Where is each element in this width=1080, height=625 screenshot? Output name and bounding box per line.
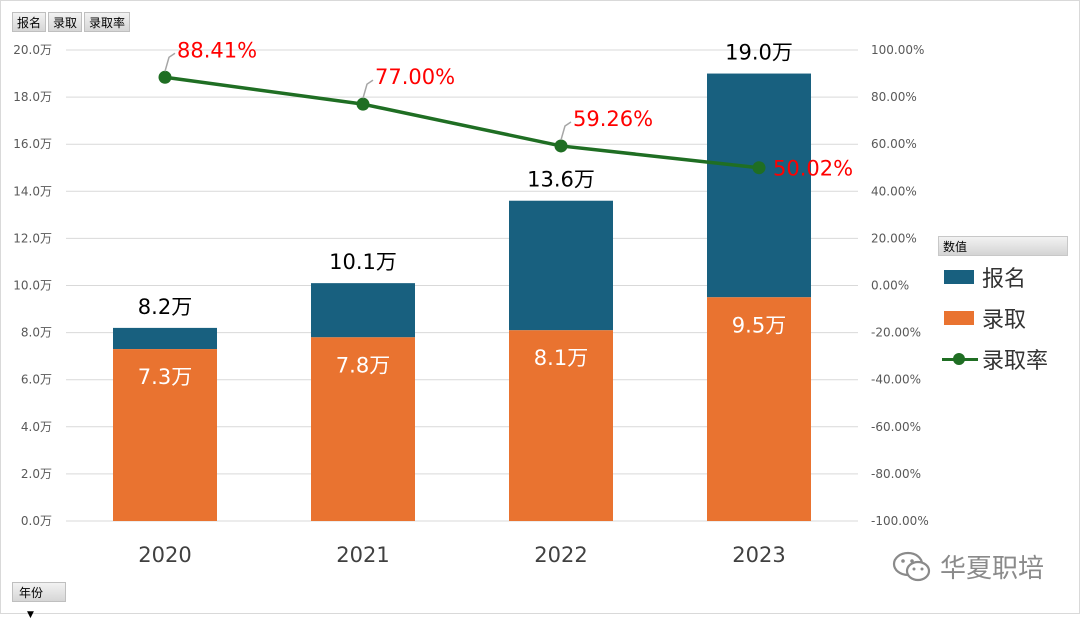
y-left-tick-label: 6.0万 xyxy=(21,373,52,387)
signup-bar xyxy=(311,283,415,338)
y-right-tick-label: 40.00% xyxy=(871,184,917,198)
admit-rate-point xyxy=(554,139,568,153)
admit-rate-swatch xyxy=(942,352,978,366)
y-left-tick-label: 20.0万 xyxy=(13,43,52,57)
admit-rate-data-label: 77.00% xyxy=(375,65,455,89)
y-right-tick-label: 80.00% xyxy=(871,90,917,104)
signup-bar xyxy=(509,200,613,331)
signup-bar xyxy=(707,73,811,298)
axis-field-label: 年份 xyxy=(19,586,44,600)
signup-data-label: 13.6万 xyxy=(527,168,595,192)
y-right-tick-label: -60.00% xyxy=(871,420,921,434)
y-left-tick-label: 8.0万 xyxy=(21,326,52,340)
admitted-bar xyxy=(707,297,811,521)
axis-field-button[interactable]: 年份 ▼ xyxy=(12,582,66,620)
legend-label-signup: 报名 xyxy=(982,266,1027,292)
admitted-data-label: 7.8万 xyxy=(336,353,390,377)
signup-data-label: 8.2万 xyxy=(138,295,192,319)
watermark-text: 华夏职培 xyxy=(940,554,1045,584)
admit-rate-point xyxy=(752,161,766,175)
y-left-tick-label: 18.0万 xyxy=(13,90,52,104)
admitted-data-label: 7.3万 xyxy=(138,365,192,389)
x-tick-label: 2021 xyxy=(336,543,389,567)
legend-item-admit-rate[interactable]: 录取率 xyxy=(938,338,1068,379)
admit-rate-point xyxy=(158,70,172,84)
x-tick-label: 2020 xyxy=(138,543,191,567)
y-right-tick-label: 100.00% xyxy=(871,43,924,57)
admitted-swatch xyxy=(944,310,974,325)
y-right-tick-label: 60.00% xyxy=(871,137,917,151)
y-left-tick-label: 0.0万 xyxy=(21,514,52,528)
data-label-leader xyxy=(560,121,572,141)
admitted-bar xyxy=(113,349,217,521)
admit-rate-line xyxy=(164,75,760,170)
y-right-tick-label: 0.00% xyxy=(871,279,909,293)
y-left-tick-label: 12.0万 xyxy=(13,231,52,245)
admitted-bar xyxy=(509,330,613,521)
legend-item-admitted[interactable]: 录取 xyxy=(938,297,1068,338)
y-right-tick-label: -100.00% xyxy=(871,514,929,528)
y-left-tick-label: 14.0万 xyxy=(13,184,52,198)
triangle-down-icon: ▼ xyxy=(27,610,34,620)
x-tick-label: 2023 xyxy=(732,543,785,567)
field-button-signup[interactable]: 报名 xyxy=(12,12,47,32)
y-left-tick-label: 2.0万 xyxy=(21,467,52,481)
signup-bar xyxy=(113,327,217,350)
data-label-leader xyxy=(164,52,176,72)
y-left-tick-label: 16.0万 xyxy=(13,137,52,151)
y-right-tick-label: 20.00% xyxy=(871,231,917,245)
legend-header[interactable]: 数值 xyxy=(938,236,1068,256)
legend: 数值 报名 录取 录取率 xyxy=(938,236,1068,379)
admit-rate-point xyxy=(356,97,370,111)
x-tick-label: 2022 xyxy=(534,543,587,567)
admit-rate-data-label: 59.26% xyxy=(573,107,653,131)
y-left-tick-label: 4.0万 xyxy=(21,420,52,434)
admit-rate-data-label: 50.02% xyxy=(773,157,853,181)
signup-data-label: 10.1万 xyxy=(329,250,397,274)
y-left-tick-label: 10.0万 xyxy=(13,279,52,293)
legend-label-admitted: 录取 xyxy=(982,307,1027,333)
y-right-tick-label: -40.00% xyxy=(871,373,921,387)
legend-item-signup[interactable]: 报名 xyxy=(938,256,1068,297)
signup-data-label: 19.0万 xyxy=(725,41,793,65)
watermark: 华夏职培 xyxy=(892,548,1044,585)
legend-label-admit-rate: 录取率 xyxy=(982,348,1049,374)
y-right-tick-label: -20.00% xyxy=(871,326,921,340)
admitted-bar xyxy=(311,337,415,521)
data-label-leader xyxy=(362,79,374,99)
wechat-icon xyxy=(892,551,931,581)
field-button-admit-rate[interactable]: 录取率 xyxy=(84,12,131,32)
signup-swatch xyxy=(944,269,974,284)
admitted-data-label: 8.1万 xyxy=(534,346,588,370)
field-button-admitted[interactable]: 录取 xyxy=(48,12,83,32)
admitted-data-label: 9.5万 xyxy=(732,313,786,337)
admit-rate-data-label: 88.41% xyxy=(177,38,257,62)
y-right-tick-label: -80.00% xyxy=(871,467,921,481)
